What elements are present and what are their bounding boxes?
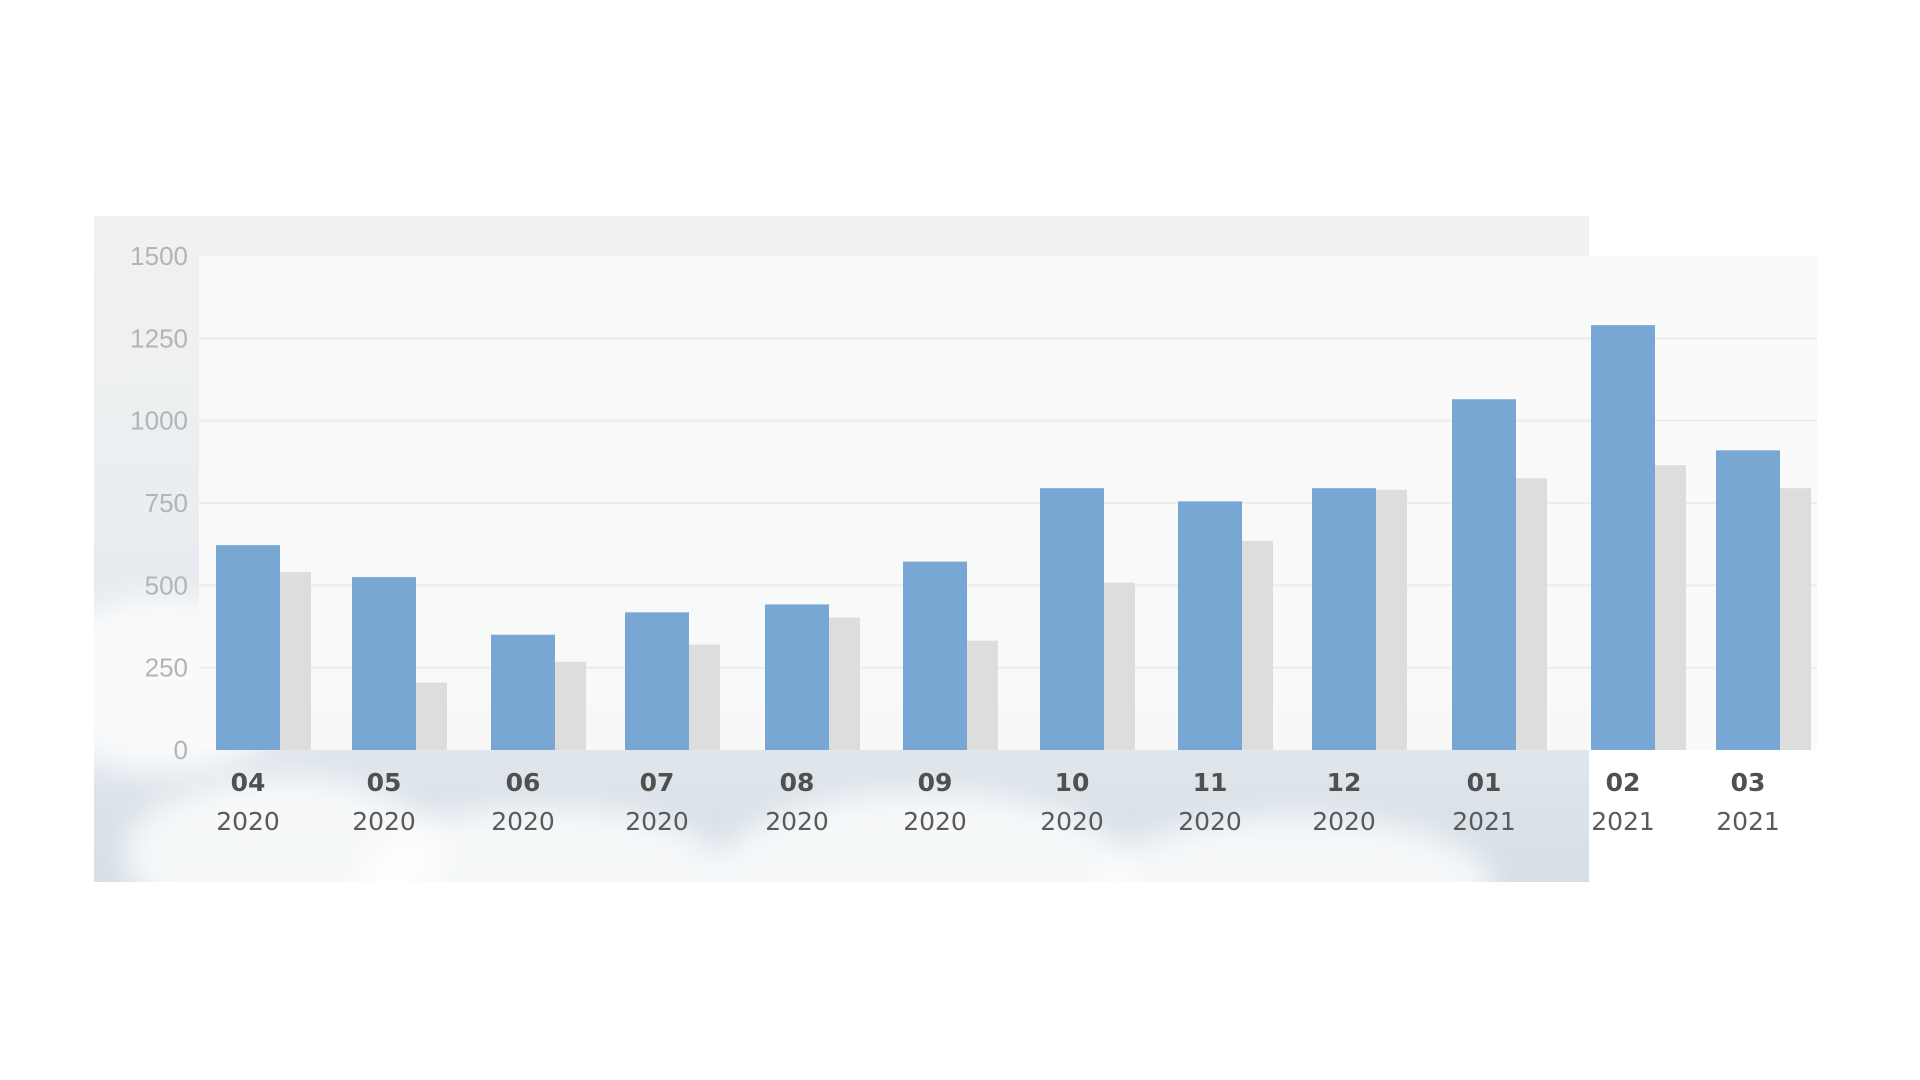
y-tick-label: 250: [145, 653, 188, 683]
y-tick-label: 750: [145, 488, 188, 518]
bars: [216, 325, 1811, 750]
bar-series-2: [1103, 582, 1135, 750]
x-tick-year-label: 2020: [1312, 807, 1376, 836]
y-tick-label: 1250: [130, 323, 188, 353]
bar-series-1: [903, 561, 967, 750]
bar-series-1: [491, 634, 555, 750]
bar-series-2: [688, 644, 720, 750]
y-tick-label: 1000: [130, 406, 188, 436]
x-tick-month-label: 11: [1193, 768, 1228, 797]
bar-series-2: [279, 572, 311, 750]
x-tick-month-label: 01: [1467, 768, 1502, 797]
x-tick-year-label: 2020: [491, 807, 555, 836]
x-tick-year-label: 2020: [765, 807, 829, 836]
y-tick-label: 0: [174, 735, 188, 765]
bar-series-1: [1591, 325, 1655, 750]
x-tick-year-label: 2021: [1452, 807, 1516, 836]
x-tick-year-label: 2020: [216, 807, 280, 836]
x-tick-month-label: 07: [640, 768, 675, 797]
bar-series-2: [554, 661, 586, 750]
x-tick-month-label: 09: [918, 768, 953, 797]
bar-series-1: [352, 577, 416, 750]
bar-series-1: [1716, 450, 1780, 750]
y-tick-label: 500: [145, 570, 188, 600]
y-tick-label: 1500: [130, 241, 188, 271]
x-tick-month-label: 04: [231, 768, 266, 797]
gridlines: [199, 337, 1817, 669]
bar-series-1: [216, 545, 280, 750]
bar-series-2: [415, 682, 447, 750]
x-tick-year-label: 2020: [1178, 807, 1242, 836]
x-tick-month-label: 02: [1606, 768, 1641, 797]
bar-series-2: [1654, 465, 1686, 750]
bar-series-2: [1375, 489, 1407, 750]
bar-series-1: [1178, 501, 1242, 750]
x-tick-month-label: 06: [506, 768, 541, 797]
x-tick-year-label: 2020: [625, 807, 689, 836]
bar-series-1: [1040, 488, 1104, 750]
bar-series-1: [765, 604, 829, 750]
bar-series-1: [1312, 488, 1376, 750]
x-tick-year-label: 2021: [1591, 807, 1655, 836]
x-tick-month-label: 08: [780, 768, 815, 797]
bar-series-2: [828, 617, 860, 750]
x-tick-year-label: 2020: [903, 807, 967, 836]
bar-series-2: [1515, 478, 1547, 750]
x-tick-month-label: 03: [1731, 768, 1766, 797]
bar-series-1: [1452, 399, 1516, 750]
x-axis-ticks: 04 2020 05 2020 06 2020 07 2020 08 2020 09 2020 10 20…: [216, 768, 1780, 836]
y-axis-ticks: 0 250 500 750 1000 1250 1500: [130, 241, 188, 765]
x-tick-month-label: 12: [1327, 768, 1362, 797]
bar-series-1: [625, 612, 689, 750]
x-tick-year-label: 2020: [352, 807, 416, 836]
bar-series-2: [966, 640, 998, 750]
bar-series-2: [1779, 488, 1811, 750]
bar-series-2: [1241, 540, 1273, 750]
x-tick-year-label: 2021: [1716, 807, 1780, 836]
x-tick-year-label: 2020: [1040, 807, 1104, 836]
x-tick-month-label: 10: [1055, 768, 1090, 797]
x-tick-month-label: 05: [367, 768, 402, 797]
